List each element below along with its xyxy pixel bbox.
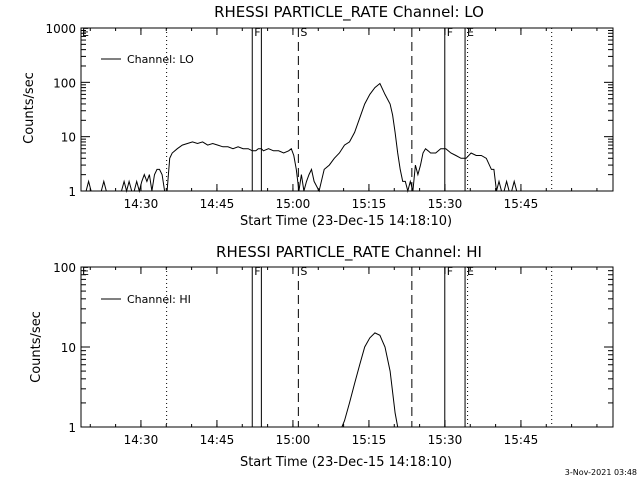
marker-label: E: [467, 26, 474, 39]
chart-title: RHESSI PARTICLE_RATE Channel: LO: [214, 3, 484, 22]
y-axis-label: Counts/sec: [22, 72, 37, 144]
marker-label: F: [254, 26, 260, 39]
x-tick-label: 14:30: [124, 197, 159, 211]
x-tick-label: 15:15: [352, 433, 387, 447]
legend-label: Channel: HI: [127, 293, 191, 306]
y-tick-label: 1: [68, 185, 76, 199]
marker-label: S: [300, 265, 307, 278]
x-axis-label: Start Time (23-Dec-15 14:18:10): [240, 455, 452, 470]
legend: Channel: HI: [101, 293, 191, 306]
plot-frame: [80, 27, 614, 192]
hi-channel-panel: RHESSI PARTICLE_RATE Channel: HI Counts/…: [29, 243, 614, 470]
left-edge-flag: E: [82, 265, 89, 278]
marker-label: F: [447, 265, 453, 278]
y-tick-label: 10: [61, 341, 76, 355]
legend-label: Channel: LO: [127, 53, 194, 66]
series-line-0: [81, 82, 527, 193]
footer-date: 3-Nov-2021 03:48: [565, 468, 637, 477]
lo-channel-panel: RHESSI PARTICLE_RATE Channel: LO Counts/…: [22, 3, 614, 229]
x-tick-label: 15:00: [276, 433, 311, 447]
series-group: [341, 332, 399, 428]
series-line-0: [341, 332, 399, 428]
y-tick-label: 10: [61, 131, 76, 145]
marker-label: S: [300, 26, 307, 39]
y-tick-label: 100: [53, 261, 76, 275]
marker-label: E: [467, 265, 474, 278]
marker-label: F: [254, 265, 260, 278]
axis-ticks: 14:30 14:45 15:00 15:15 15:30 15:45 1 10 100 1000: [45, 22, 613, 211]
x-tick-label: 14:45: [200, 433, 235, 447]
y-tick-label: 1000: [45, 22, 76, 36]
marker-label: F: [447, 26, 453, 39]
y-axis-label: Counts/sec: [29, 311, 44, 383]
x-axis-label: Start Time (23-Dec-15 14:18:10): [240, 214, 452, 229]
x-tick-label: 15:00: [276, 197, 311, 211]
y-tick-label: 1: [68, 421, 76, 435]
x-tick-label: 14:30: [124, 433, 159, 447]
chart-title: RHESSI PARTICLE_RATE Channel: HI: [216, 243, 482, 262]
x-tick-label: 14:45: [200, 197, 235, 211]
x-tick-label: 15:45: [504, 433, 539, 447]
plot-frame: [80, 266, 614, 428]
series-group: [81, 82, 527, 193]
legend: Channel: LO: [101, 53, 194, 66]
x-tick-label: 15:45: [504, 197, 539, 211]
x-tick-label: 15:15: [352, 197, 387, 211]
axis-ticks: 14:30 14:45 15:00 15:15 15:30 15:45 1 10 100: [53, 261, 613, 447]
left-edge-flag: E: [82, 26, 89, 39]
y-tick-label: 100: [53, 76, 76, 90]
x-tick-label: 15:30: [428, 433, 463, 447]
x-tick-label: 15:30: [428, 197, 463, 211]
